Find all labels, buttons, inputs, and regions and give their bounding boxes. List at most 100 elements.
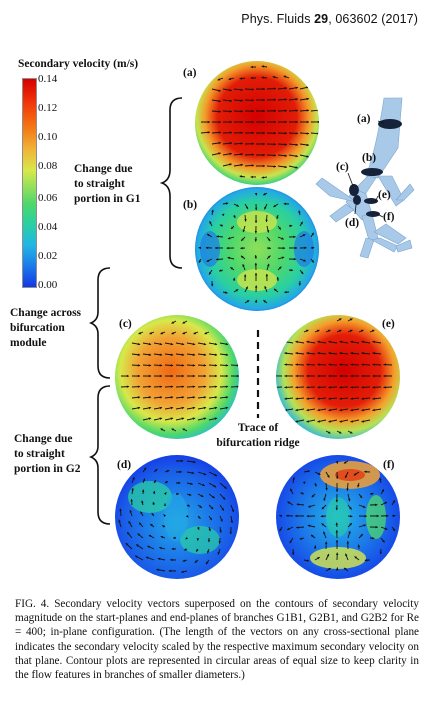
journal-header: Phys. Fluids 29, 063602 (2017) [241, 12, 418, 26]
vector-arrowhead [149, 331, 153, 335]
vector-arrowhead [346, 541, 350, 544]
vector-arrowhead [335, 476, 339, 479]
vector-arrowhead [192, 364, 196, 367]
vector-arrowhead [185, 514, 189, 518]
vector-arrowhead [176, 492, 179, 496]
vector-arrowhead [303, 259, 306, 262]
vector-arrowhead [262, 153, 265, 157]
vector-arrowhead [306, 374, 309, 378]
vector-arrowhead [240, 120, 243, 124]
vector-arrowhead [203, 385, 207, 388]
vector-arrowhead [279, 514, 282, 518]
vector-arrowhead [262, 131, 265, 135]
vector-arrowhead [207, 550, 210, 554]
vector-arrowhead [361, 363, 364, 366]
vector-arrowhead [357, 484, 360, 488]
vector-arrowhead [295, 340, 298, 344]
vector-arrowhead [219, 269, 222, 272]
vector-arrowhead [170, 396, 174, 399]
vector-arrowhead [254, 231, 258, 234]
vector-arrowhead [314, 483, 317, 487]
vector-arrowhead [242, 229, 246, 233]
vector-arrowhead [354, 556, 358, 559]
vector-arrowhead [284, 352, 287, 355]
vector-arrowhead [137, 353, 141, 356]
vector-arrowhead [170, 353, 174, 356]
airway-section-labels: (a) (b) (c) (d) (e) (f) [336, 113, 395, 229]
vector-arrowhead [306, 363, 309, 366]
vector-arrowhead [360, 534, 363, 537]
vector-arrowhead [141, 500, 144, 504]
vector-arrowhead [326, 553, 330, 557]
vector-arrowhead [268, 246, 271, 250]
vector-arrowhead [148, 406, 152, 410]
vector-arrowhead [214, 353, 218, 356]
vector-arrowhead [192, 417, 196, 420]
vector-arrowhead [343, 461, 347, 464]
vector-arrowhead [170, 385, 174, 388]
vector-arrowhead [180, 459, 184, 463]
vector-arrowhead [320, 514, 324, 518]
vector-arrowhead [217, 552, 220, 555]
vector-arrowhead [199, 505, 202, 508]
vector-arrowhead [264, 206, 267, 210]
vector-arrowhead [350, 386, 353, 389]
vector-arrowhead [229, 110, 232, 113]
vector-arrowhead [156, 568, 159, 572]
vector-arrowhead [281, 256, 285, 259]
vector-arrowhead [293, 235, 296, 239]
vector-arrowhead [294, 246, 298, 250]
vector-arrowhead [339, 363, 342, 366]
vector-field-f [279, 460, 396, 572]
vector-arrowhead [339, 408, 342, 412]
vector-arrowhead [383, 374, 386, 378]
vector-arrowhead [197, 527, 200, 530]
vector-arrowhead [240, 142, 243, 145]
vector-arrowhead [302, 234, 306, 237]
vector-arrowhead [317, 363, 320, 366]
vector-arrowhead [198, 260, 202, 263]
vector-arrowhead [233, 215, 236, 219]
vector-arrowhead [349, 523, 352, 526]
vector-arrowhead [200, 494, 204, 497]
vector-arrowhead [254, 207, 258, 211]
vector-arrowhead [137, 396, 141, 399]
vector-arrowhead [203, 353, 207, 356]
vector-arrowhead [349, 431, 353, 434]
vector-arrowhead [148, 385, 152, 388]
vector-arrowhead [130, 499, 133, 502]
vector-arrowhead [284, 408, 287, 412]
vector-arrowhead [168, 569, 172, 573]
vector-arrowhead [206, 233, 210, 237]
vector-arrowhead [251, 153, 254, 156]
vector-arrowhead [207, 539, 211, 543]
vector-arrowhead [339, 374, 342, 378]
vector-arrowhead [160, 536, 164, 539]
vector-arrowhead [261, 76, 265, 79]
colorbar-tick: 0.08 [38, 160, 58, 172]
vector-arrowhead [214, 406, 218, 410]
vector-arrowhead [293, 257, 297, 261]
vector-arrowhead [375, 503, 378, 507]
vector-arrowhead [306, 352, 309, 355]
vector-arrowhead [151, 512, 155, 516]
vector-arrowhead [262, 109, 265, 113]
vector-arrowhead [187, 504, 190, 507]
vector-arrowhead [251, 164, 254, 167]
vector-arrowhead [203, 374, 207, 378]
vector-arrowhead [250, 175, 253, 179]
vector-arrowhead [153, 479, 156, 483]
vector-arrowhead [292, 477, 295, 480]
vector-field-e [276, 318, 393, 434]
vector-arrowhead [263, 300, 266, 303]
vector-arrowhead [240, 255, 244, 259]
vector-arrowhead [295, 352, 298, 355]
vector-arrowhead [284, 165, 287, 169]
vector-arrowhead [170, 406, 174, 410]
vector-arrowhead [267, 238, 271, 242]
vector-arrowhead [362, 505, 366, 508]
vector-arrowhead [159, 406, 163, 410]
vector-arrowhead [240, 110, 243, 113]
vector-arrowhead [170, 558, 173, 562]
vector-arrowhead [242, 264, 245, 267]
